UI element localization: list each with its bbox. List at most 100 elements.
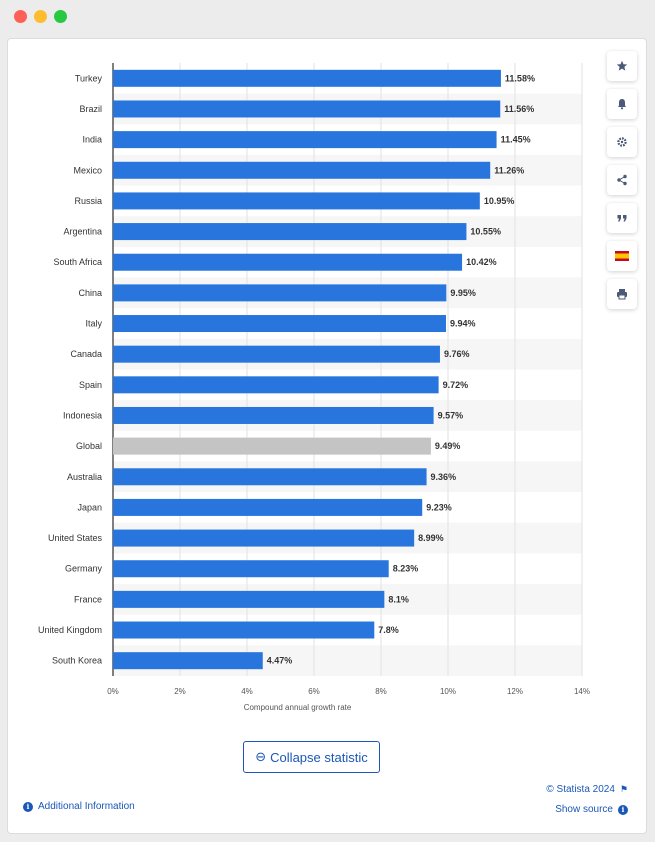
value-label: 11.26%	[494, 165, 524, 175]
x-tick-label: 4%	[241, 687, 253, 696]
bar	[113, 345, 440, 363]
bar	[113, 253, 463, 271]
category-label: United Kingdom	[38, 625, 102, 635]
bar	[113, 284, 447, 302]
category-label: China	[78, 288, 102, 298]
value-label: 11.56%	[504, 104, 534, 114]
x-tick-label: 12%	[507, 687, 523, 696]
statistic-card: 0% 2% 4% 6% 8% 10% 12% 14% Turkey 11.58% Brazil 11.…	[7, 38, 647, 834]
maximize-window-button[interactable]	[54, 10, 67, 23]
x-tick-label: 14%	[574, 687, 590, 696]
value-label: 10.95%	[484, 196, 515, 206]
share-button[interactable]	[607, 165, 637, 195]
collapse-icon: ⊖	[255, 749, 267, 764]
quote-icon	[617, 215, 627, 222]
category-label: Spain	[79, 380, 102, 390]
value-label: 11.58%	[505, 73, 535, 83]
category-label: South Korea	[52, 656, 102, 666]
bar	[113, 468, 427, 486]
language-button[interactable]	[607, 241, 637, 271]
additional-information-link[interactable]: i Additional Information	[23, 801, 135, 812]
minimize-window-button[interactable]	[34, 10, 47, 23]
bar	[113, 192, 480, 210]
x-tick-label: 0%	[107, 687, 119, 696]
value-label: 9.23%	[426, 502, 452, 512]
bar	[113, 437, 431, 455]
bar	[113, 652, 263, 670]
bar	[113, 100, 501, 118]
spain-flag-icon	[615, 251, 629, 261]
x-tick-label: 6%	[308, 687, 320, 696]
category-label: Brazil	[79, 104, 102, 114]
star-icon	[616, 60, 628, 71]
bar	[113, 529, 415, 547]
category-label: Canada	[70, 349, 102, 359]
bar	[113, 621, 375, 639]
copyright-text[interactable]: © Statista 2024 ⚑	[546, 784, 628, 795]
value-label: 8.99%	[418, 533, 444, 543]
bar-chart: 0% 2% 4% 6% 8% 10% 12% 14% Turkey 11.58% Brazil 11.…	[38, 63, 590, 712]
x-tick-label: 2%	[174, 687, 186, 696]
bar	[113, 560, 389, 578]
print-button[interactable]	[607, 279, 637, 309]
favorite-button[interactable]	[607, 51, 637, 81]
x-axis-title: Compound annual growth rate	[244, 703, 352, 712]
category-label: Japan	[77, 502, 102, 512]
value-label: 9.94%	[450, 319, 476, 329]
value-label: 9.76%	[444, 349, 470, 359]
value-label: 9.57%	[438, 410, 464, 420]
cite-button[interactable]	[607, 203, 637, 233]
category-label: Mexico	[73, 165, 102, 175]
bar	[113, 498, 423, 516]
flag-icon: ⚑	[619, 784, 628, 794]
copyright-label: © Statista 2024	[546, 784, 615, 795]
close-window-button[interactable]	[14, 10, 27, 23]
category-label: Italy	[85, 319, 102, 329]
category-label: South Africa	[53, 257, 102, 267]
settings-button[interactable]	[607, 127, 637, 157]
collapse-statistic-button[interactable]: ⊖ Collapse statistic	[243, 741, 380, 773]
bar	[113, 161, 491, 179]
x-tick-label: 10%	[440, 687, 456, 696]
category-label: India	[82, 135, 102, 145]
bar	[113, 131, 497, 149]
bar	[113, 376, 439, 394]
share-icon	[617, 174, 627, 186]
category-label: Russia	[74, 196, 102, 206]
gear-icon	[617, 137, 627, 147]
show-source-label: Show source	[555, 804, 613, 815]
category-label: Indonesia	[63, 410, 102, 420]
category-label: Argentina	[63, 227, 102, 237]
window-titlebar	[0, 0, 655, 34]
value-label: 9.72%	[443, 380, 469, 390]
print-icon	[617, 289, 627, 300]
value-label: 7.8%	[378, 625, 399, 635]
category-label: Turkey	[75, 73, 103, 83]
bar	[113, 406, 434, 424]
value-label: 4.47%	[267, 656, 293, 666]
value-label: 9.49%	[435, 441, 461, 451]
x-tick-label: 8%	[375, 687, 387, 696]
value-label: 10.55%	[470, 227, 501, 237]
notification-button[interactable]	[607, 89, 637, 119]
info-icon: i	[618, 804, 628, 815]
category-label: Germany	[65, 564, 103, 574]
value-label: 10.42%	[466, 257, 497, 267]
show-source-link[interactable]: Show source i	[555, 804, 628, 815]
category-label: United States	[48, 533, 103, 543]
bar	[113, 590, 385, 608]
category-label: France	[74, 594, 102, 604]
bar	[113, 223, 467, 241]
value-label: 11.45%	[501, 135, 531, 145]
value-label: 8.1%	[388, 594, 409, 604]
additional-information-label: Additional Information	[38, 801, 135, 812]
category-label: Australia	[67, 472, 102, 482]
bell-icon	[618, 99, 626, 110]
collapse-label: Collapse statistic	[270, 749, 368, 765]
value-label: 9.95%	[450, 288, 476, 298]
value-label: 8.23%	[393, 564, 419, 574]
info-icon: i	[23, 801, 33, 812]
bar	[113, 69, 501, 87]
bar	[113, 315, 446, 333]
category-label: Global	[76, 441, 102, 451]
